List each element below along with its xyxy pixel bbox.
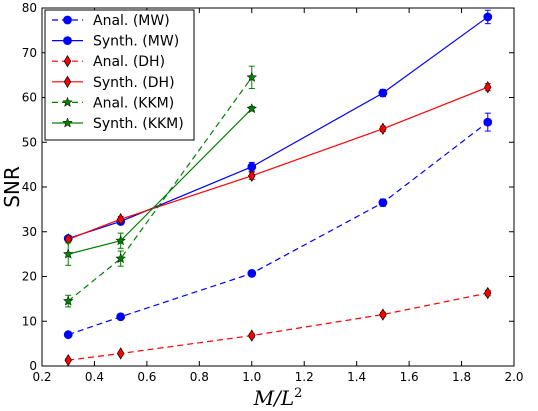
- y-tick-label: 50: [22, 135, 37, 149]
- data-point: [63, 330, 73, 340]
- x-axis-label-exponent: 2: [294, 386, 302, 401]
- legend-marker: [63, 55, 72, 68]
- series-5: [62, 102, 258, 266]
- legend-label: Anal. (KKM): [93, 95, 174, 111]
- data-point: [484, 286, 492, 300]
- data-point: [484, 81, 492, 94]
- data-point: [116, 347, 125, 360]
- y-tick-label: 0: [29, 359, 37, 373]
- legend-label: Synth. (MW): [93, 34, 179, 50]
- data-point: [483, 12, 493, 22]
- axis-ticks: 0.2 0.4 0.6 0.8 1.0 1.2 1.4 1.6 1.8 2.0 0 10 20 30 40 5…: [22, 1, 524, 384]
- data-point: [246, 71, 258, 82]
- series-line: [68, 121, 489, 336]
- series-4: [62, 65, 258, 308]
- y-tick-label: 60: [22, 91, 37, 105]
- data-point: [116, 312, 126, 322]
- data-point: [248, 329, 256, 342]
- x-tick-label: 1.0: [242, 370, 261, 384]
- x-tick-label: 0.6: [137, 370, 156, 384]
- data-point: [379, 308, 387, 321]
- x-tick-label: 0.2: [32, 370, 51, 384]
- data-point: [247, 268, 257, 278]
- series-line: [68, 292, 488, 361]
- plot-data: [62, 9, 493, 367]
- legend-marker: [62, 117, 73, 128]
- series-line: [67, 77, 253, 302]
- data-point: [62, 248, 74, 259]
- x-tick-label: 2.0: [504, 370, 523, 384]
- legend-marker: [63, 36, 72, 45]
- legend-entry: Synth. (DH): [52, 75, 175, 91]
- y-tick-label: 20: [22, 270, 37, 284]
- legend-entry: Synth. (MW): [52, 34, 179, 50]
- y-axis-label: SNR: [0, 166, 24, 208]
- x-axis-label: M/L2: [253, 386, 303, 410]
- x-axis-label-base: M/L: [253, 386, 295, 410]
- legend-entry: Anal. (DH): [52, 54, 165, 70]
- data-point: [248, 169, 256, 182]
- data-point: [115, 252, 127, 264]
- y-tick-label: 30: [22, 225, 37, 239]
- y-tick-label: 80: [22, 1, 37, 15]
- legend-entry: Anal. (MW): [52, 13, 170, 29]
- legend-marker: [63, 75, 72, 88]
- data-point: [378, 198, 388, 208]
- y-tick-label: 40: [22, 180, 37, 194]
- data-point: [64, 354, 72, 367]
- series-0: [63, 112, 493, 340]
- x-tick-label: 0.8: [190, 370, 209, 384]
- legend-entry: Anal. (KKM): [52, 95, 174, 111]
- data-point: [115, 234, 127, 246]
- legend-label: Synth. (DH): [93, 75, 175, 91]
- legend-marker: [63, 15, 72, 25]
- x-tick-label: 1.4: [347, 370, 366, 384]
- x-tick-label: 1.6: [400, 370, 419, 384]
- legend-entry: Synth. (KKM): [52, 116, 184, 132]
- data-point: [378, 88, 388, 98]
- legend-marker: [62, 96, 73, 108]
- x-tick-label: 1.8: [452, 370, 471, 384]
- series-2: [64, 286, 492, 367]
- data-point: [62, 295, 74, 306]
- data-point: [116, 213, 125, 226]
- y-tick-label: 70: [22, 46, 37, 60]
- legend-label: Anal. (DH): [93, 54, 165, 70]
- x-tick-label: 1.2: [295, 370, 314, 384]
- data-point: [379, 122, 387, 136]
- legend-label: Anal. (MW): [93, 13, 170, 29]
- y-tick-label: 10: [22, 314, 37, 328]
- data-point: [483, 117, 493, 127]
- legend: Anal. (MW) Synth. (MW) Anal. (DH) Synth. (D…: [44, 9, 195, 141]
- legend-label: Synth. (KKM): [93, 116, 184, 132]
- legend-box: [44, 9, 195, 141]
- x-tick-label: 0.4: [85, 370, 104, 384]
- data-point: [246, 102, 258, 114]
